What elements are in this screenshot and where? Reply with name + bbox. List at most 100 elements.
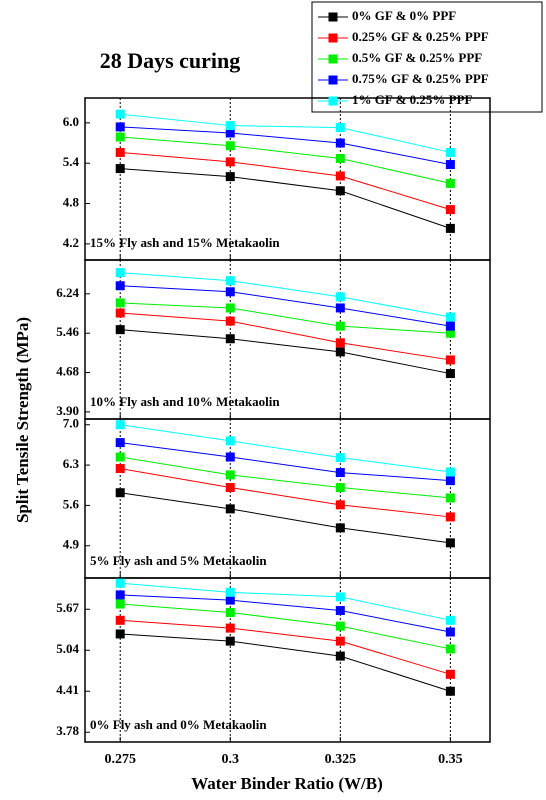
data-point [335, 636, 345, 646]
data-point [335, 621, 345, 631]
series-line [120, 329, 451, 375]
series-line [120, 151, 451, 211]
data-point [115, 629, 125, 639]
data-point [335, 303, 345, 313]
data-point [115, 325, 125, 335]
y-tick-label: 6.24 [56, 285, 79, 300]
series-line [120, 456, 451, 499]
data-point [445, 355, 455, 365]
legend-marker [328, 75, 338, 85]
series-line [120, 424, 451, 473]
data-point [225, 470, 235, 480]
y-tick-label: 4.68 [56, 364, 79, 379]
series-line [120, 468, 451, 518]
data-point [225, 623, 235, 633]
series-line [120, 136, 451, 184]
legend-marker [328, 96, 338, 106]
series-line [120, 633, 451, 692]
data-point [445, 538, 455, 548]
data-point [115, 281, 125, 291]
data-point [115, 464, 125, 474]
legend-marker [328, 33, 338, 43]
data-point [115, 420, 125, 430]
data-point [115, 308, 125, 318]
y-tick-label: 5.46 [56, 324, 79, 339]
y-tick-label: 5.4 [63, 154, 80, 169]
series-line [120, 168, 451, 229]
data-point [445, 147, 455, 157]
data-point [115, 298, 125, 308]
data-point [445, 615, 455, 625]
data-point [335, 592, 345, 602]
data-point [445, 178, 455, 188]
series-line [120, 619, 451, 675]
data-point [445, 686, 455, 696]
legend-marker [328, 12, 338, 22]
data-point [445, 328, 455, 338]
data-point [335, 138, 345, 148]
panel-annotation: 0% Fly ash and 0% Metakaolin [90, 717, 267, 732]
legend-label: 1% GF & 0.25% PPF [352, 92, 473, 107]
series-line [120, 312, 451, 361]
y-tick-label: 6.0 [63, 114, 79, 129]
data-point [115, 438, 125, 448]
series-line [120, 126, 451, 166]
y-tick-label: 5.67 [56, 600, 79, 615]
panel-annotation: 10% Fly ash and 10% Metakaolin [90, 394, 280, 409]
data-point [445, 312, 455, 322]
data-point [335, 606, 345, 616]
data-point [225, 316, 235, 326]
series-line [120, 582, 451, 621]
data-point [115, 488, 125, 498]
legend-label: 0.25% GF & 0.25% PPF [352, 29, 489, 44]
x-tick-label: 0.35 [438, 752, 463, 767]
data-point [335, 123, 345, 133]
legend-label: 0.5% GF & 0.25% PPF [352, 50, 482, 65]
data-point [225, 334, 235, 344]
series-line [120, 603, 451, 650]
data-point [335, 292, 345, 302]
data-point [225, 172, 235, 182]
data-point [225, 504, 235, 514]
data-point [225, 595, 235, 605]
series-line [120, 492, 451, 544]
data-point [225, 121, 235, 131]
series-line [120, 272, 451, 318]
y-tick-label: 4.41 [56, 682, 79, 697]
y-tick-label: 6.3 [63, 456, 80, 471]
data-point [225, 128, 235, 138]
chart-title: 28 Days curing [100, 48, 241, 73]
data-point [225, 303, 235, 313]
data-point [335, 651, 345, 661]
series-line [120, 113, 451, 153]
data-point [115, 578, 125, 588]
data-point [335, 523, 345, 533]
data-point [445, 669, 455, 679]
data-point [445, 223, 455, 233]
legend-label: 0% GF & 0% PPF [352, 8, 456, 23]
data-point [225, 483, 235, 493]
y-tick-label: 4.8 [63, 195, 80, 210]
data-point [445, 644, 455, 654]
data-point [225, 157, 235, 167]
data-point [335, 468, 345, 478]
data-point [115, 147, 125, 157]
x-tick-label: 0.3 [222, 752, 240, 767]
y-tick-label: 5.6 [63, 496, 80, 511]
data-point [335, 186, 345, 196]
data-point [225, 607, 235, 617]
data-point [445, 205, 455, 215]
data-point [335, 347, 345, 357]
data-point [115, 164, 125, 174]
data-point [115, 615, 125, 625]
series-line [120, 442, 451, 482]
data-point [445, 467, 455, 477]
data-point [115, 109, 125, 119]
data-point [335, 338, 345, 348]
data-point [225, 636, 235, 646]
data-point [225, 587, 235, 597]
data-point [225, 276, 235, 286]
data-point [225, 436, 235, 446]
